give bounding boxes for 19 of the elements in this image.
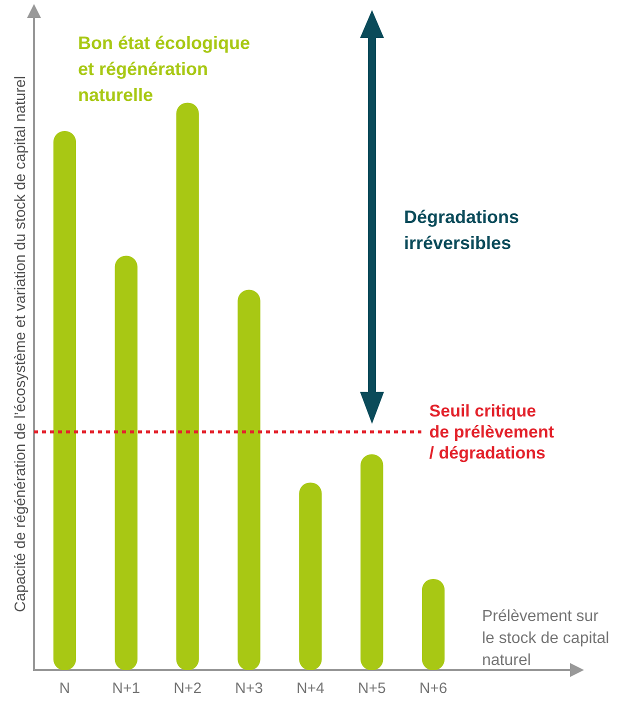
x-tick-label: N bbox=[59, 680, 70, 698]
bar bbox=[360, 454, 384, 670]
y-axis-title: Capacité de régénération de l’écosystème et variation du stock de capital naturel bbox=[12, 76, 30, 612]
x-tick-label: N+5 bbox=[358, 680, 386, 698]
bar bbox=[176, 102, 199, 670]
text: Prélèvement sur le stock de capital naturel bbox=[482, 607, 610, 671]
x-tick-label: N+6 bbox=[419, 680, 448, 698]
ref-line-label: Seuil critique de prélèvement / dégradations bbox=[429, 402, 554, 463]
x-tick-label: N+1 bbox=[112, 680, 140, 698]
bar bbox=[422, 578, 445, 670]
annotation: Dégradations irréversibles bbox=[404, 206, 520, 255]
x-tick-label: N+2 bbox=[174, 680, 202, 698]
bar bbox=[53, 131, 76, 670]
x-tick-label: N+4 bbox=[296, 680, 324, 698]
bar bbox=[114, 256, 138, 670]
annotation: Bon état écologique et régénération naturelle bbox=[78, 32, 252, 107]
x-tick-label: N+3 bbox=[235, 680, 263, 698]
bar bbox=[238, 290, 260, 670]
bar bbox=[299, 482, 322, 670]
